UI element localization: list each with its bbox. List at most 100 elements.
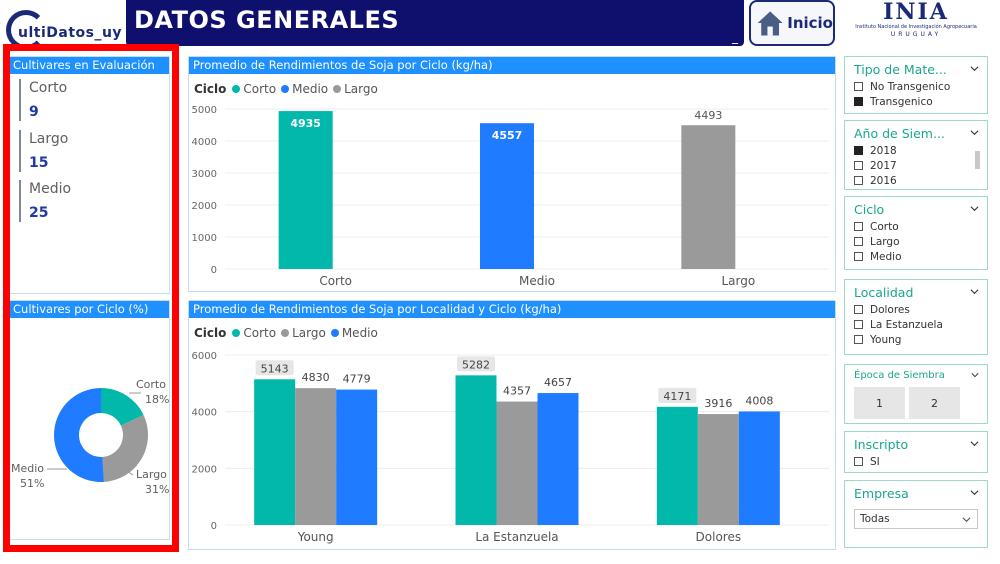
legend-label: Medio — [292, 82, 329, 96]
slicer-option[interactable]: Transgenico — [845, 94, 987, 109]
slicer-option-label: La Estanzuela — [870, 318, 943, 331]
epoca-tile[interactable]: 2 — [909, 387, 960, 419]
bar[interactable] — [681, 125, 736, 269]
data-label: 4357 — [503, 385, 531, 398]
slicer-option[interactable]: 2018 — [845, 143, 987, 158]
slicer-option[interactable]: SI — [845, 454, 987, 469]
bar[interactable] — [738, 411, 780, 525]
epoca-tile[interactable]: 1 — [854, 387, 905, 419]
chevron-down-icon[interactable] — [970, 287, 979, 296]
bar[interactable] — [455, 375, 497, 525]
slicer-option[interactable]: La Estanzuela — [845, 317, 987, 332]
legend-dot — [281, 85, 290, 93]
empresa-dropdown[interactable]: Todas — [854, 509, 978, 529]
checkbox[interactable] — [854, 161, 863, 170]
dropdown-value: Todas — [860, 513, 890, 525]
slicer-tipo-material: Tipo de Mate... No Transgenico Transgeni… — [844, 56, 988, 114]
data-label: 4008 — [745, 394, 773, 407]
chevron-down-icon[interactable] — [971, 371, 979, 379]
slicer-option[interactable]: No Transgenico — [845, 79, 987, 94]
kpi-label: Medio — [29, 181, 72, 197]
slicer-ciclo: Ciclo Corto Largo Medio — [844, 196, 988, 270]
data-label: 4935 — [290, 117, 321, 130]
home-button-label: Inicio — [787, 14, 833, 32]
slicer-option[interactable]: Corto — [845, 219, 987, 234]
chevron-down-icon[interactable] — [970, 439, 979, 448]
checkbox[interactable] — [854, 252, 863, 261]
bar[interactable] — [480, 123, 534, 270]
data-label: 4779 — [343, 373, 371, 386]
y-tick-label: 4000 — [192, 137, 217, 148]
donut-slice[interactable] — [102, 414, 148, 482]
slicer-option[interactable]: Dolores — [845, 302, 987, 317]
slicer-option[interactable]: Young — [845, 332, 987, 347]
slicer-option-label: SI — [870, 455, 880, 468]
chevron-down-icon[interactable] — [970, 128, 979, 137]
legend-item[interactable]: Largo — [281, 326, 326, 340]
title-bar: DATOS GENERALES _ — [126, 0, 744, 46]
slicer-option-label: No Transgenico — [870, 80, 951, 93]
chevron-down-icon[interactable] — [970, 204, 979, 213]
bar[interactable] — [336, 389, 378, 525]
slicer-option-label: 2018 — [870, 144, 897, 157]
bar[interactable] — [278, 111, 333, 269]
slicer-localidad: Localidad Dolores La Estanzuela Young — [844, 279, 988, 355]
bar[interactable] — [295, 388, 337, 525]
data-label: 4557 — [492, 129, 523, 142]
kpi-label: Corto — [29, 80, 68, 96]
home-button[interactable]: Inicio — [749, 0, 835, 46]
checkbox[interactable] — [854, 320, 863, 329]
checkbox[interactable] — [854, 237, 863, 246]
slicer-option[interactable]: Largo — [845, 234, 987, 249]
legend-item[interactable]: Corto — [232, 82, 276, 96]
slicer-title: Año de Siem... — [854, 126, 945, 141]
legend-title: Ciclo — [194, 326, 227, 340]
data-label: 4830 — [302, 371, 330, 384]
chevron-down-icon[interactable] — [970, 64, 979, 73]
data-label: 5143 — [261, 362, 289, 375]
bar[interactable] — [697, 414, 739, 525]
donut-leader-line — [126, 470, 134, 476]
chevron-down-icon[interactable] — [970, 488, 979, 497]
slicer-option[interactable]: Medio — [845, 249, 987, 264]
donut-slice[interactable] — [101, 388, 144, 426]
slicer-option[interactable]: 2016 — [845, 173, 987, 188]
data-label: 3916 — [704, 397, 732, 410]
checkbox[interactable] — [854, 176, 863, 185]
checkbox[interactable] — [854, 222, 863, 231]
bar[interactable] — [254, 379, 296, 525]
legend-item[interactable]: Corto — [232, 326, 276, 340]
data-label-bg — [255, 360, 294, 376]
slicer-option[interactable]: 2017 — [845, 158, 987, 173]
legend-item[interactable]: Medio — [330, 326, 378, 340]
data-label-bg — [658, 387, 697, 403]
slicer-option-label: Young — [870, 333, 902, 346]
legend-item[interactable]: Medio — [281, 82, 328, 96]
slicer-epoca-siembra: Época de Siembra 1 2 — [844, 364, 988, 424]
checkbox[interactable] — [854, 335, 863, 344]
donut-slice-pct: 51% — [20, 477, 44, 490]
checkbox[interactable] — [854, 146, 863, 155]
legend-dot — [232, 85, 241, 93]
bar[interactable] — [496, 401, 538, 525]
donut-slice[interactable] — [53, 388, 104, 482]
slicer-option-label: Transgenico — [870, 95, 933, 108]
chart-legend: Ciclo Corto Largo Medio — [194, 326, 383, 340]
y-tick-label: 2000 — [192, 201, 217, 212]
slicer-option-label: 2017 — [870, 159, 897, 172]
checkbox[interactable] — [854, 457, 863, 466]
y-tick-label: 3000 — [192, 169, 217, 180]
checkbox[interactable] — [854, 305, 863, 314]
checkbox[interactable] — [854, 97, 863, 106]
inia-logo-mark: INIA — [883, 0, 949, 25]
x-tick-label: Largo — [721, 274, 755, 288]
checkbox[interactable] — [854, 82, 863, 91]
legend-label: Largo — [344, 82, 378, 96]
bar[interactable] — [656, 406, 698, 525]
scrollbar[interactable] — [975, 151, 980, 169]
bar[interactable] — [537, 393, 579, 525]
cultivares-ciclo-card: Cultivares por Ciclo (%) Corto 18% Largo 31… — [8, 300, 170, 540]
legend-item[interactable]: Largo — [333, 82, 378, 96]
legend-dot — [333, 85, 342, 93]
